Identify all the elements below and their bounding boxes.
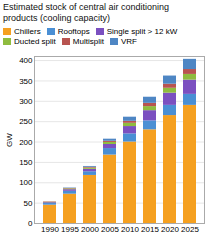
svg-text:350: 350 [19, 76, 33, 85]
html-text:Rooftops: Rooftops [57, 26, 90, 36]
svg-text:2015: 2015 [141, 225, 159, 234]
svg-text:2000: 2000 [81, 225, 99, 234]
svg-text:0: 0 [28, 219, 33, 228]
svg-text:50: 50 [24, 198, 33, 207]
svg-text:200: 200 [19, 137, 33, 146]
svg-text:300: 300 [19, 97, 33, 106]
svg-text:250: 250 [19, 117, 33, 126]
html-text:Estimated stock of central air: Estimated stock of central air condition… [3, 2, 170, 23]
html-text:Single split > 12 kW: Single split > 12 kW [106, 26, 178, 36]
svg-text:2020: 2020 [161, 225, 179, 234]
svg-text:150: 150 [19, 158, 33, 167]
svg-text:2010: 2010 [121, 225, 139, 234]
svg-text:2005: 2005 [101, 225, 119, 234]
html-text:Multisplit: Multisplit [72, 37, 104, 47]
html-text:Ducted split: Ducted split [14, 37, 56, 47]
svg-text:1995: 1995 [61, 225, 79, 234]
svg-text:100: 100 [19, 178, 33, 187]
svg-text:GW: GW [5, 132, 14, 146]
html-text:Chillers: Chillers [14, 26, 41, 36]
svg-text:2025: 2025 [181, 225, 199, 234]
html-text:VRF: VRF [120, 37, 137, 47]
svg-text:400: 400 [19, 56, 33, 65]
svg-text:1990: 1990 [41, 225, 59, 234]
